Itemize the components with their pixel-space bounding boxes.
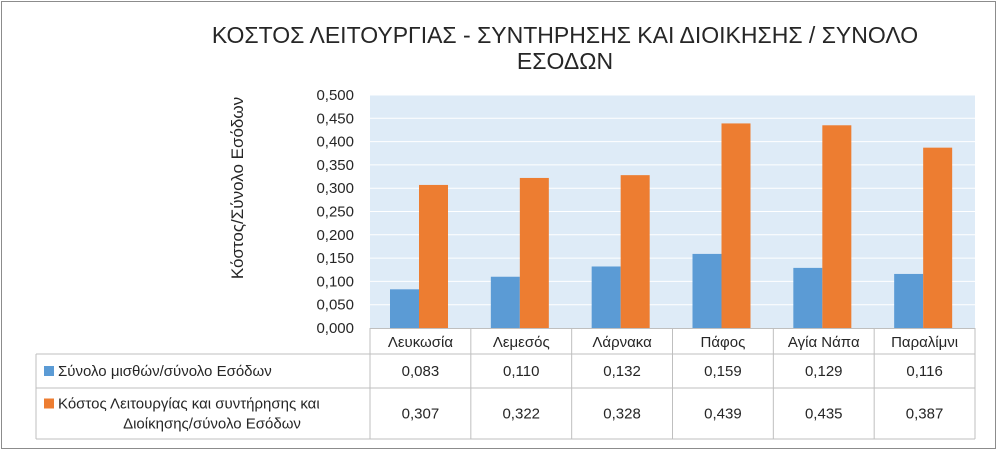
bar xyxy=(419,184,448,328)
data-label: 0,387 xyxy=(906,406,944,423)
y-tick-label: 0,450 xyxy=(316,110,354,127)
data-label: 0,322 xyxy=(502,406,540,423)
data-label: 0,129 xyxy=(805,363,843,380)
legend-label: Διοίκησης/σύνολο Εσόδων xyxy=(123,416,301,433)
y-tick-label: 0,500 xyxy=(316,87,354,104)
legend-swatch xyxy=(44,366,54,376)
bar xyxy=(591,266,621,328)
x-tick-label: Παραλίμνι xyxy=(891,334,958,351)
y-tick-label: 0,350 xyxy=(316,157,354,174)
data-label: 0,083 xyxy=(402,363,440,380)
y-tick-label: 0,250 xyxy=(316,204,354,221)
bar xyxy=(822,125,852,328)
y-tick-label: 0,400 xyxy=(316,134,354,151)
x-tick-label: Λεμεσός xyxy=(493,334,550,351)
legend-swatch xyxy=(44,398,54,409)
bar xyxy=(721,123,751,329)
bar xyxy=(490,276,520,328)
data-label: 0,132 xyxy=(603,363,641,380)
data-label: 0,328 xyxy=(603,406,641,423)
data-label: 0,435 xyxy=(805,406,843,423)
legend-label: Σύνολο μισθών/σύνολο Εσόδων xyxy=(58,363,272,380)
bar xyxy=(519,177,549,328)
bar xyxy=(793,267,823,328)
y-tick-label: 0,150 xyxy=(316,250,354,267)
bar xyxy=(923,147,953,328)
y-tick-label: 0,300 xyxy=(316,180,354,197)
x-tick-label: Πάφος xyxy=(701,334,746,351)
y-tick-label: 0,050 xyxy=(316,297,354,314)
data-label: 0,439 xyxy=(704,406,742,423)
bar xyxy=(692,253,722,328)
x-tick-label: Λευκωσία xyxy=(388,334,454,351)
data-label: 0,159 xyxy=(704,363,742,380)
x-tick-label: Αγία Νάπα xyxy=(788,334,860,351)
chart-title: ΚΟΣΤΟΣ ΛΕΙΤΟΥΡΓΙΑΣ - ΣΥΝΤΗΡΗΣΗΣ ΚΑΙ ΔΙΟΙ… xyxy=(211,22,919,74)
data-label: 0,110 xyxy=(503,363,539,380)
x-tick-label: Λάρνακα xyxy=(592,334,652,351)
bar xyxy=(390,289,419,328)
y-tick-label: 0,000 xyxy=(316,320,354,337)
bar xyxy=(620,175,650,328)
legend-label: Κόστος Λειτουργίας και συντήρησης και xyxy=(58,396,320,413)
bar xyxy=(894,273,924,328)
y-tick-label: 0,100 xyxy=(316,273,354,290)
data-label: 0,307 xyxy=(402,406,440,423)
data-label: 0,116 xyxy=(906,363,942,380)
y-tick-label: 0,200 xyxy=(316,227,354,244)
